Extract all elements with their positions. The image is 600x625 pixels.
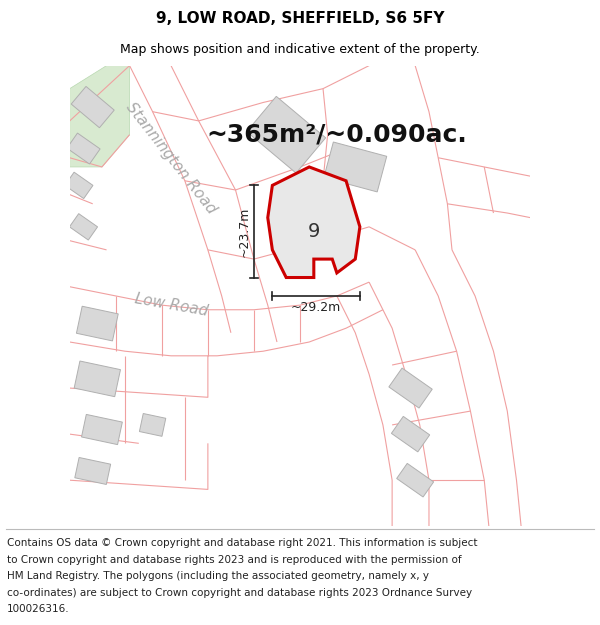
Polygon shape [82,414,122,444]
Polygon shape [75,458,110,484]
Text: 9: 9 [308,222,320,241]
Text: ~23.7m: ~23.7m [238,206,250,257]
Text: 9, LOW ROAD, SHEFFIELD, S6 5FY: 9, LOW ROAD, SHEFFIELD, S6 5FY [156,11,444,26]
Polygon shape [76,306,118,341]
Text: Low Road: Low Road [133,291,209,319]
Text: Stannington Road: Stannington Road [123,99,219,216]
Polygon shape [70,214,98,240]
Text: co-ordinates) are subject to Crown copyright and database rights 2023 Ordnance S: co-ordinates) are subject to Crown copyr… [7,588,472,598]
Text: Contains OS data © Crown copyright and database right 2021. This information is : Contains OS data © Crown copyright and d… [7,538,478,548]
Text: HM Land Registry. The polygons (including the associated geometry, namely x, y: HM Land Registry. The polygons (includin… [7,571,429,581]
Polygon shape [247,96,326,173]
Polygon shape [139,414,166,436]
Polygon shape [71,86,114,128]
Polygon shape [67,133,100,164]
Polygon shape [70,66,130,167]
Polygon shape [324,142,387,192]
Polygon shape [397,463,434,497]
Text: Map shows position and indicative extent of the property.: Map shows position and indicative extent… [120,42,480,56]
Polygon shape [389,368,432,408]
Polygon shape [286,181,355,245]
Polygon shape [268,167,360,278]
Polygon shape [74,361,121,397]
Text: ~29.2m: ~29.2m [291,301,341,314]
Polygon shape [391,416,430,452]
Text: ~365m²/~0.090ac.: ~365m²/~0.090ac. [206,122,467,147]
Text: to Crown copyright and database rights 2023 and is reproduced with the permissio: to Crown copyright and database rights 2… [7,555,462,565]
Text: 100026316.: 100026316. [7,604,70,614]
Polygon shape [65,172,93,199]
